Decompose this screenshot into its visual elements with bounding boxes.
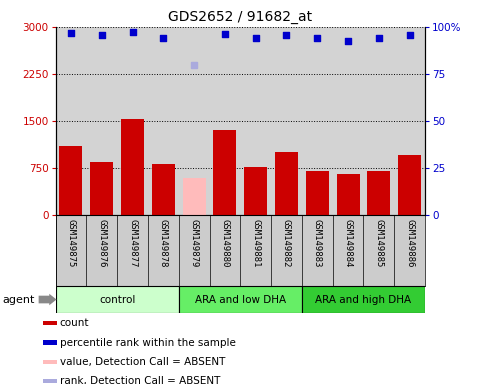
Point (159, 35, 167, 41)
Point (344, 38, 352, 44)
Point (375, 35, 383, 41)
Point (221, 31, 229, 37)
Bar (302, 286, 425, 313)
Text: GSM149877: GSM149877 (128, 218, 137, 267)
Bar (183, 178, 206, 215)
Text: GSM149875: GSM149875 (67, 218, 75, 267)
Text: GSM149882: GSM149882 (282, 218, 291, 267)
Bar (43, 340, 57, 345)
Text: rank, Detection Call = ABSENT: rank, Detection Call = ABSENT (60, 376, 220, 384)
Point (406, 32, 413, 38)
Text: percentile rank within the sample: percentile rank within the sample (60, 338, 236, 348)
Point (313, 35, 321, 41)
Text: GSM149878: GSM149878 (159, 218, 168, 267)
Text: ARA and low DHA: ARA and low DHA (195, 295, 286, 305)
Point (67, 30, 75, 36)
Bar (213, 131, 237, 215)
Bar (398, 156, 421, 215)
Bar (179, 286, 302, 313)
Text: GSM149876: GSM149876 (97, 218, 106, 267)
Bar (306, 171, 329, 215)
Bar (337, 174, 360, 215)
Text: GSM149879: GSM149879 (190, 218, 199, 267)
Text: GSM149880: GSM149880 (220, 218, 229, 267)
Point (128, 29, 136, 35)
Bar (56, 286, 179, 313)
Point (98, 32, 106, 38)
Bar (43, 360, 57, 364)
Bar (43, 379, 57, 384)
Bar (90, 162, 114, 215)
Text: GSM149883: GSM149883 (313, 218, 322, 267)
Text: GSM149886: GSM149886 (405, 218, 414, 267)
Bar (244, 167, 267, 215)
Bar (43, 321, 57, 325)
Bar (152, 164, 175, 215)
Text: GSM149881: GSM149881 (251, 218, 260, 267)
Text: ARA and high DHA: ARA and high DHA (315, 295, 412, 305)
Bar (121, 119, 144, 215)
Point (252, 35, 259, 41)
Text: value, Detection Call = ABSENT: value, Detection Call = ABSENT (60, 357, 225, 367)
Text: agent: agent (2, 295, 35, 305)
Title: GDS2652 / 91682_at: GDS2652 / 91682_at (168, 10, 313, 25)
Point (283, 32, 290, 38)
Bar (275, 152, 298, 215)
Bar (367, 171, 390, 215)
Point (190, 61, 198, 68)
Text: count: count (60, 318, 89, 328)
Text: control: control (99, 295, 135, 305)
Text: GSM149884: GSM149884 (343, 218, 353, 267)
Bar (59, 146, 83, 215)
Text: GSM149885: GSM149885 (374, 218, 384, 267)
